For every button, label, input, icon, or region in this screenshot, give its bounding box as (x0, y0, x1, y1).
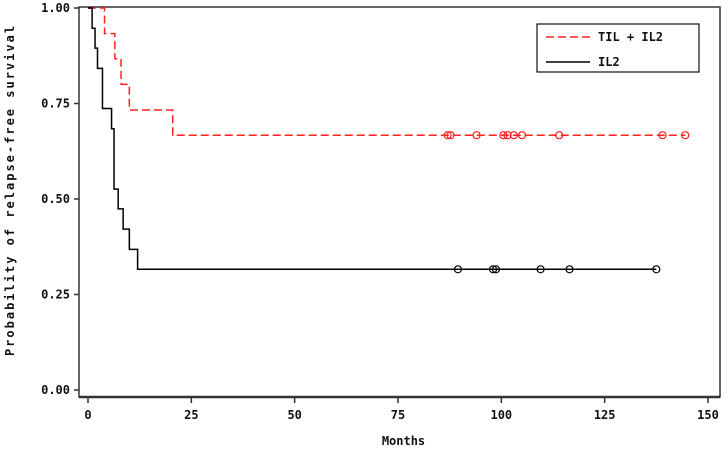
y-tick-label: 0.25 (41, 288, 70, 302)
y-tick-label: 0.00 (41, 383, 70, 397)
censor-mark (499, 131, 508, 140)
legend-box (536, 23, 700, 73)
censor-mark (652, 265, 661, 274)
y-tick-label: 1.00 (41, 1, 70, 15)
censor-mark (443, 131, 452, 140)
x-tick-label: 25 (184, 408, 198, 422)
censor-mark (446, 131, 455, 140)
x-tick-label: 125 (594, 408, 616, 422)
x-tick-label: 0 (84, 408, 91, 422)
x-tick-label: 75 (391, 408, 405, 422)
censor-mark (565, 265, 574, 274)
censor-mark (658, 131, 667, 140)
censor-mark (555, 131, 564, 140)
legend-label: IL2 (598, 55, 620, 69)
censor-mark (472, 131, 481, 140)
x-tick-label: 100 (490, 408, 512, 422)
survival-curve-til-il2 (88, 7, 686, 136)
censor-mark (503, 131, 512, 140)
survival-curve-il2 (88, 7, 657, 271)
y-tick-label: 0.50 (41, 192, 70, 206)
x-tick-label: 150 (697, 408, 719, 422)
censor-mark (453, 265, 463, 274)
censor-mark (488, 265, 498, 274)
censor-mark (536, 265, 545, 274)
y-tick-label: 0.75 (41, 97, 70, 111)
censor-mark (517, 131, 527, 140)
censor-mark (491, 265, 501, 274)
censor-mark (681, 131, 690, 140)
y-axis-title: Probability of relapse-free survival (3, 24, 17, 356)
x-tick-label: 50 (287, 408, 301, 422)
legend-label: TIL + IL2 (598, 30, 663, 44)
censor-mark (509, 131, 518, 140)
x-axis-title: Months (382, 434, 425, 448)
